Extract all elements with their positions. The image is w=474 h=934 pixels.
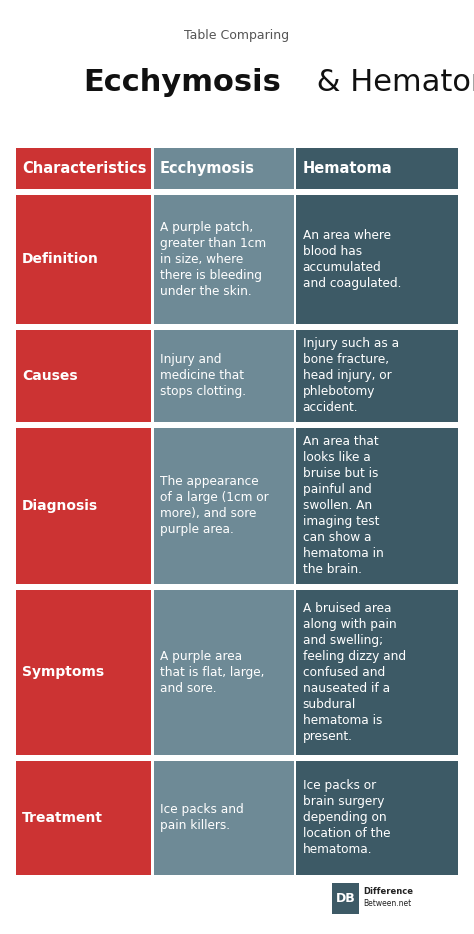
Bar [154, 330, 293, 422]
Bar [332, 884, 359, 913]
Text: Symptoms: Symptoms [22, 665, 104, 679]
Text: Difference: Difference [363, 887, 413, 897]
Bar [154, 195, 293, 324]
Bar [16, 330, 151, 422]
Bar [154, 148, 293, 190]
Bar [16, 148, 151, 190]
Text: The appearance
of a large (1cm or
more), and sore
purple area.: The appearance of a large (1cm or more),… [160, 475, 269, 536]
Text: Ice packs or
brain surgery
depending on
location of the
hematoma.: Ice packs or brain surgery depending on … [302, 779, 390, 856]
Text: A purple area
that is flat, large,
and sore.: A purple area that is flat, large, and s… [160, 650, 264, 695]
Bar [296, 195, 458, 324]
Text: An area where
blood has
accumulated
and coagulated.: An area where blood has accumulated and … [302, 229, 401, 290]
Text: Diagnosis: Diagnosis [22, 499, 98, 513]
Bar [296, 760, 458, 875]
Bar [296, 589, 458, 755]
Text: Table Comparing: Table Comparing [184, 29, 290, 42]
Text: A purple patch,
greater than 1cm
in size, where
there is bleeding
under the skin: A purple patch, greater than 1cm in size… [160, 220, 266, 298]
Text: A bruised area
along with pain
and swelling;
feeling dizzy and
confused and
naus: A bruised area along with pain and swell… [302, 601, 406, 743]
Text: Injury and
medicine that
stops clotting.: Injury and medicine that stops clotting. [160, 353, 246, 398]
Text: DB: DB [336, 892, 356, 905]
Bar [14, 145, 460, 878]
Text: Injury such as a
bone fracture,
head injury, or
phlebotomy
accident.: Injury such as a bone fracture, head inj… [302, 337, 399, 415]
Bar [296, 148, 458, 190]
Bar [296, 330, 458, 422]
Bar [154, 428, 293, 584]
Text: Treatment: Treatment [22, 811, 103, 825]
Text: Hematoma: Hematoma [302, 161, 392, 176]
Bar [16, 195, 151, 324]
Bar [16, 428, 151, 584]
Text: Between.net: Between.net [363, 899, 411, 908]
Bar [16, 760, 151, 875]
Bar [154, 760, 293, 875]
Text: Ecchymosis: Ecchymosis [83, 67, 281, 97]
Text: Causes: Causes [22, 369, 77, 383]
Text: Characteristics: Characteristics [22, 161, 146, 176]
Text: & Hematoma: & Hematoma [307, 67, 474, 97]
Bar [296, 428, 458, 584]
Text: Definition: Definition [22, 252, 99, 266]
Bar [154, 589, 293, 755]
Text: An area that
looks like a
bruise but is
painful and
swollen. An
imaging test
can: An area that looks like a bruise but is … [302, 435, 383, 576]
Text: Ecchymosis: Ecchymosis [160, 161, 255, 176]
Text: Ice packs and
pain killers.: Ice packs and pain killers. [160, 803, 244, 832]
Bar [16, 589, 151, 755]
